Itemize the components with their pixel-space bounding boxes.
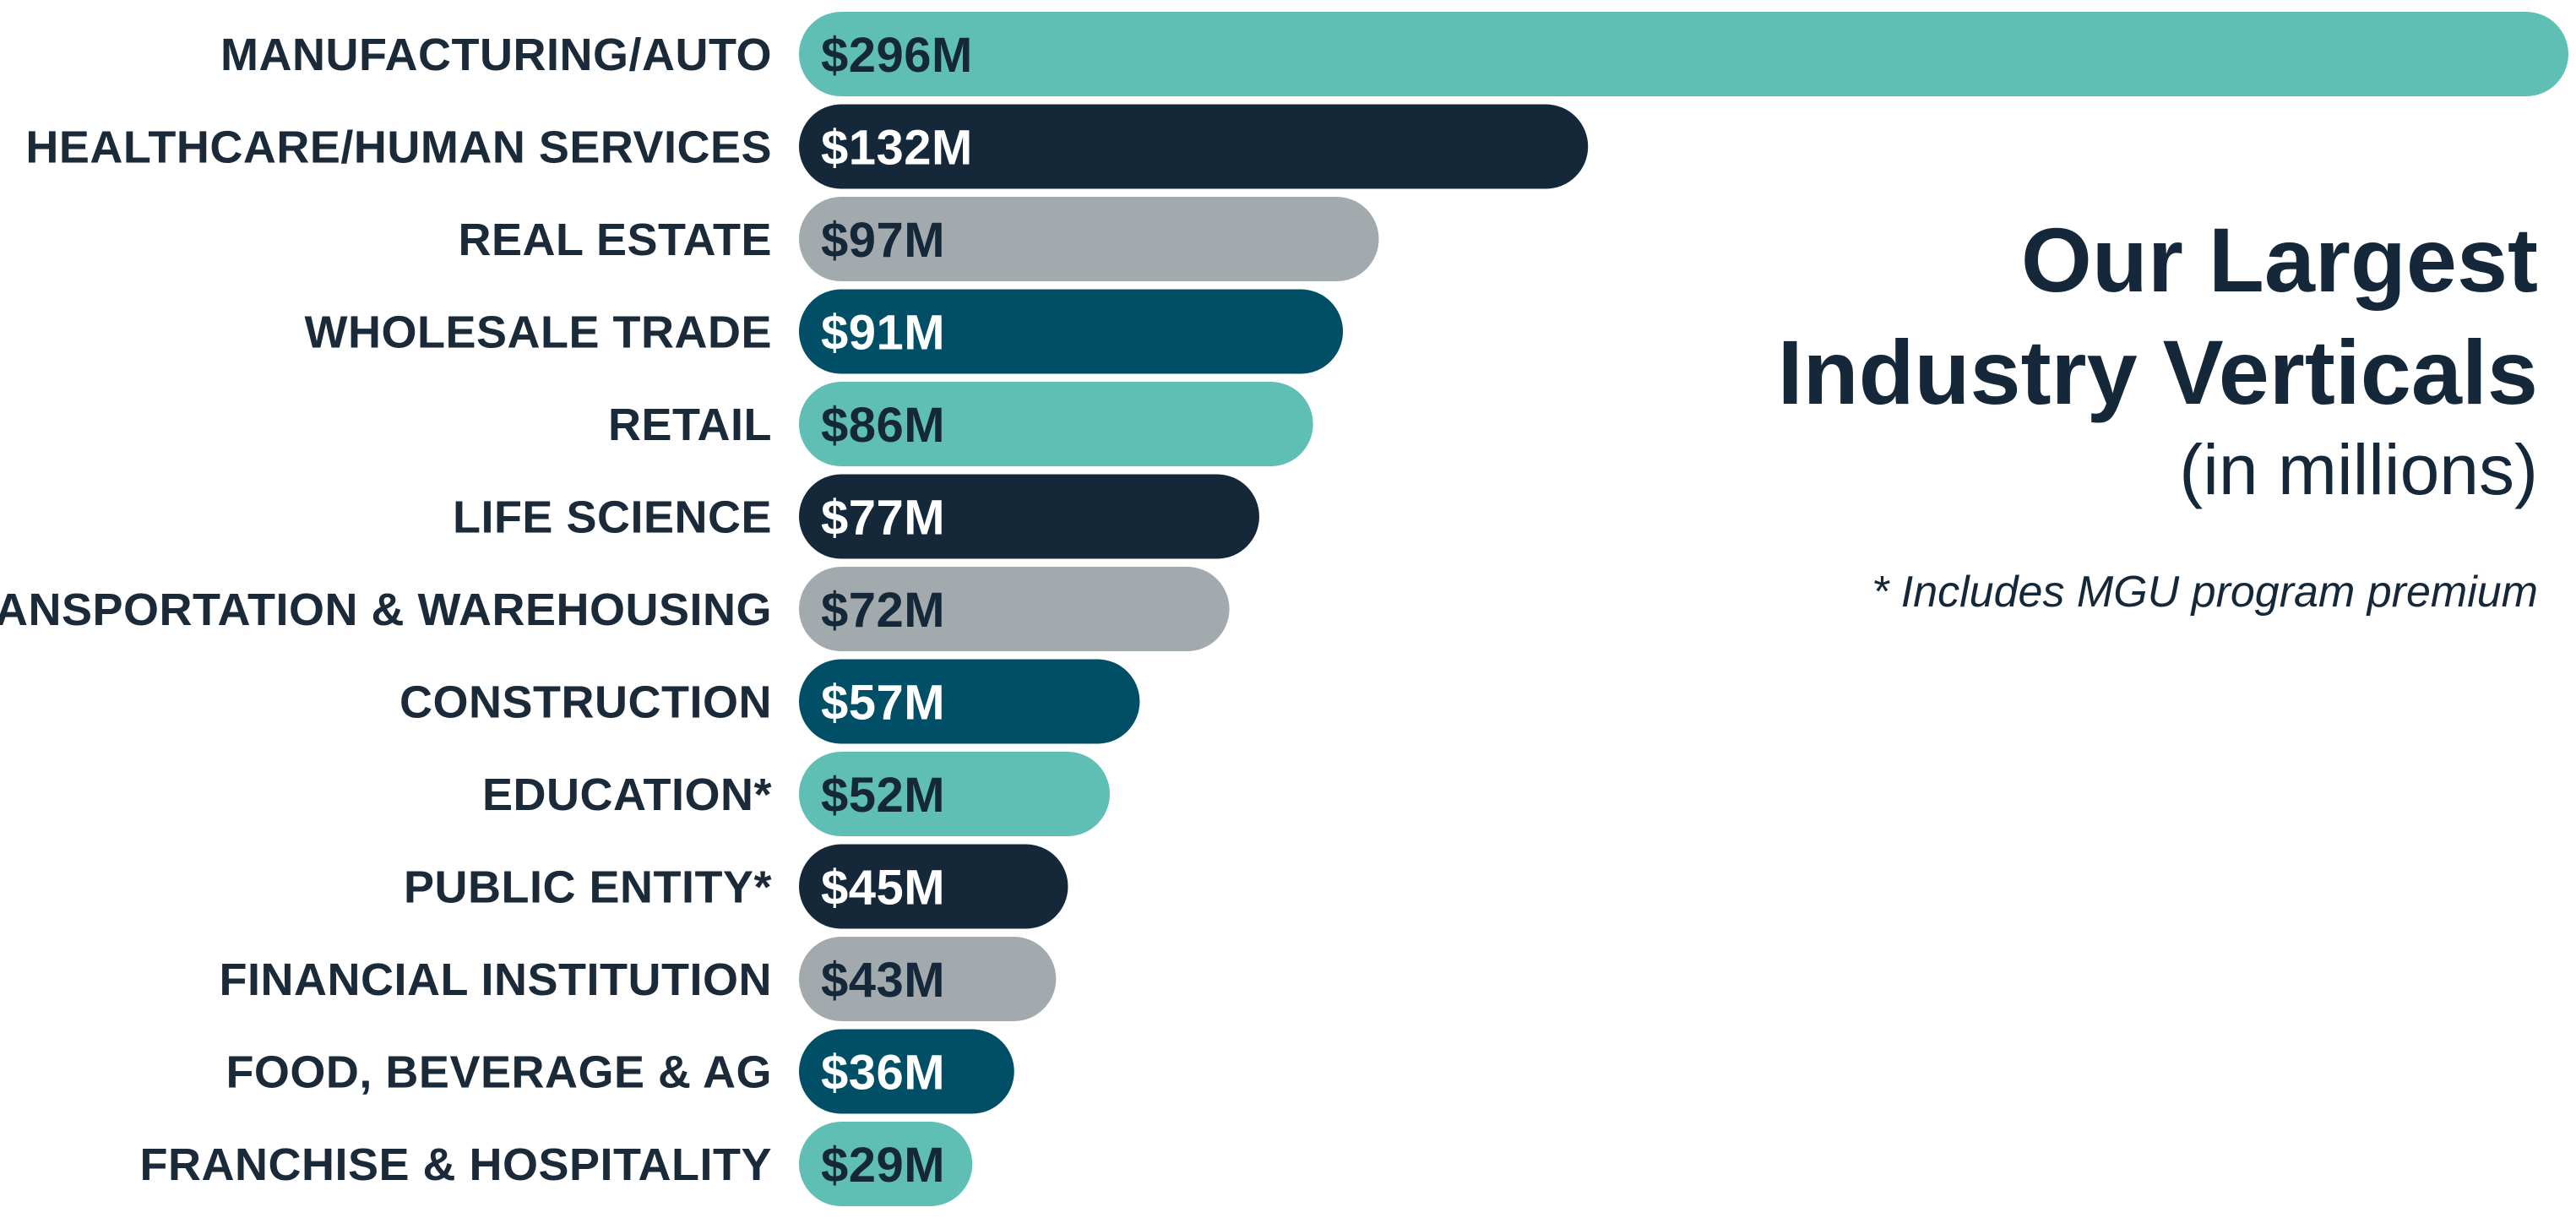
category-label-real-estate: REAL ESTATE	[458, 215, 772, 265]
bar-healthcare-human-services	[799, 104, 1589, 189]
chart-title-line-1: Our Largest	[2021, 209, 2538, 311]
category-label-transportation-warehousing: TRANSPORTATION & WAREHOUSING	[0, 585, 772, 635]
bar-life-science	[799, 474, 1259, 559]
chart-footnote: * Includes MGU program premium	[1872, 568, 2538, 617]
value-label-manufacturing-auto: $296M	[821, 28, 973, 83]
category-label-public-entity: PUBLIC ENTITY*	[404, 862, 772, 913]
value-label-real-estate: $97M	[821, 213, 945, 268]
bar-construction	[799, 659, 1140, 744]
chart-subtitle: (in millions)	[2179, 430, 2538, 509]
bars-group	[799, 12, 2568, 1206]
title-block: Our Largest Industry Verticals (in milli…	[1778, 209, 2538, 617]
category-label-retail: RETAIL	[608, 400, 772, 450]
category-label-education: EDUCATION*	[482, 769, 772, 820]
category-labels-group: MANUFACTURING/AUTO HEALTHCARE/HUMAN SERVI…	[0, 30, 772, 1190]
category-label-financial-institution: FINANCIAL INSTITUTION	[220, 954, 772, 1005]
bar-food-beverage-ag	[799, 1029, 1014, 1114]
bar-financial-institution	[799, 937, 1057, 1021]
bar-franchise-hospitality	[799, 1122, 973, 1206]
value-label-life-science: $77M	[821, 491, 945, 546]
value-label-transportation-warehousing: $72M	[821, 583, 945, 638]
value-label-financial-institution: $43M	[821, 953, 945, 1008]
bar-education	[799, 752, 1111, 836]
value-label-public-entity: $45M	[821, 861, 945, 916]
value-label-franchise-hospitality: $29M	[821, 1138, 945, 1193]
value-label-food-beverage-ag: $36M	[821, 1046, 945, 1101]
value-labels-group: $296M $132M $97M $91M $86M $77M $72M $57M $52M $4…	[821, 28, 973, 1193]
bar-retail	[799, 382, 1313, 466]
value-label-healthcare-human-services: $132M	[821, 121, 973, 176]
category-label-healthcare-human-services: HEALTHCARE/HUMAN SERVICES	[25, 122, 772, 173]
chart-title-line-2: Industry Verticals	[1778, 321, 2538, 423]
bar-real-estate	[799, 197, 1379, 281]
category-label-construction: CONSTRUCTION	[399, 677, 772, 728]
category-label-food-beverage-ag: FOOD, BEVERAGE & AG	[226, 1047, 772, 1098]
bar-public-entity	[799, 844, 1068, 929]
category-label-franchise-hospitality: FRANCHISE & HOSPITALITY	[139, 1139, 772, 1190]
value-label-retail: $86M	[821, 398, 945, 453]
category-label-life-science: LIFE SCIENCE	[453, 492, 772, 543]
value-label-construction: $57M	[821, 676, 945, 731]
category-label-manufacturing-auto: MANUFACTURING/AUTO	[220, 30, 772, 80]
bar-transportation-warehousing	[799, 567, 1230, 651]
category-label-wholesale-trade: WHOLESALE TRADE	[305, 307, 773, 358]
bar-manufacturing-auto	[799, 12, 2568, 96]
bar-wholesale-trade	[799, 289, 1344, 374]
value-label-education: $52M	[821, 768, 945, 823]
value-label-wholesale-trade: $91M	[821, 306, 945, 361]
